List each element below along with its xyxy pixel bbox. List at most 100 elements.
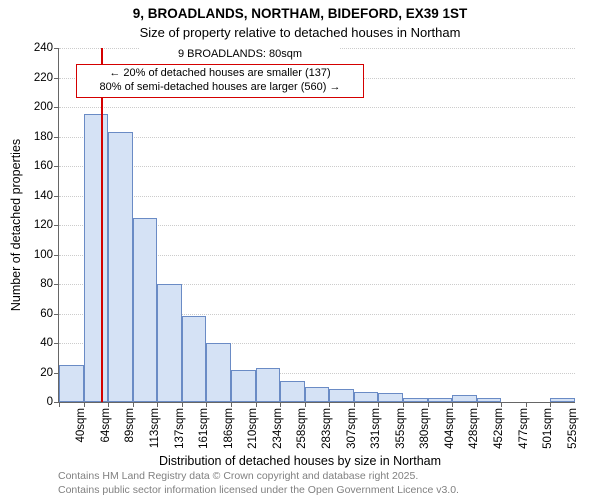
x-tick-label: 137sqm <box>174 408 186 449</box>
x-tick-label: 64sqm <box>100 408 112 443</box>
x-tick <box>354 402 355 407</box>
histogram-bar <box>477 398 502 402</box>
x-tick <box>329 402 330 407</box>
annotation-line-1: ← 20% of detached houses are smaller (13… <box>83 67 357 81</box>
x-tick <box>84 402 85 407</box>
gridline <box>59 107 575 108</box>
y-tick-label: 120 <box>34 219 53 231</box>
x-tick-label: 113sqm <box>149 408 161 448</box>
y-tick <box>54 225 59 226</box>
x-tick-label: 40sqm <box>75 408 87 443</box>
y-tick-label: 100 <box>34 249 53 261</box>
x-tick-label: 234sqm <box>272 408 284 449</box>
x-tick <box>182 402 183 407</box>
y-tick-label: 180 <box>34 131 53 143</box>
y-tick <box>54 196 59 197</box>
annotation-marker-text: 9 BROADLANDS: 80sqm <box>178 48 302 60</box>
gridline <box>59 166 575 167</box>
y-tick <box>54 48 59 49</box>
y-tick-label: 220 <box>34 72 53 84</box>
x-tick-label: 355sqm <box>395 408 407 449</box>
x-tick-label: 89sqm <box>124 408 136 443</box>
x-tick <box>403 402 404 407</box>
histogram-bar <box>133 218 158 402</box>
histogram-bar <box>305 387 330 402</box>
y-tick-label: 60 <box>40 308 53 320</box>
y-tick <box>54 166 59 167</box>
annotation-box: ← 20% of detached houses are smaller (13… <box>76 64 364 98</box>
x-tick <box>206 402 207 407</box>
x-tick <box>108 402 109 407</box>
x-tick-label: 258sqm <box>296 408 308 449</box>
x-tick <box>157 402 158 407</box>
y-tick <box>54 343 59 344</box>
x-tick <box>378 402 379 407</box>
x-tick-label: 331sqm <box>370 408 382 449</box>
annotation-marker-label: 9 BROADLANDS: 80sqm <box>140 48 340 62</box>
footer-line-1: Contains HM Land Registry data © Crown c… <box>58 470 418 482</box>
histogram-bar <box>231 370 256 402</box>
y-axis-label: Number of detached properties <box>9 139 23 311</box>
x-tick-label: 380sqm <box>419 408 431 449</box>
gridline <box>59 196 575 197</box>
histogram-bar <box>182 316 207 402</box>
x-tick <box>256 402 257 407</box>
histogram-bar <box>280 381 305 402</box>
chart-title: 9, BROADLANDS, NORTHAM, BIDEFORD, EX39 1… <box>0 6 600 21</box>
x-axis-label: Distribution of detached houses by size … <box>0 454 600 468</box>
x-tick <box>280 402 281 407</box>
y-tick-label: 0 <box>47 396 53 408</box>
footer-line-2: Contains public sector information licen… <box>58 484 459 496</box>
histogram-bar <box>354 392 379 402</box>
x-tick-label: 477sqm <box>518 408 530 449</box>
x-tick-label: 452sqm <box>493 408 505 449</box>
y-tick <box>54 284 59 285</box>
y-tick <box>54 78 59 79</box>
y-tick-label: 240 <box>34 42 53 54</box>
histogram-bar <box>84 114 109 402</box>
y-tick-label: 80 <box>40 278 53 290</box>
histogram-bar <box>206 343 231 402</box>
annotation-line-2: 80% of semi-detached houses are larger (… <box>83 81 357 95</box>
x-tick-label: 501sqm <box>542 408 554 449</box>
x-tick <box>550 402 551 407</box>
chart-subtitle: Size of property relative to detached ho… <box>0 25 600 40</box>
y-tick <box>54 255 59 256</box>
x-tick-label: 525sqm <box>567 408 579 449</box>
x-tick-label: 161sqm <box>198 408 210 449</box>
y-tick <box>54 107 59 108</box>
y-tick-label: 140 <box>34 190 53 202</box>
marker-line <box>101 48 103 402</box>
x-tick <box>133 402 134 407</box>
x-tick-label: 428sqm <box>468 408 480 449</box>
histogram-bar <box>428 398 453 402</box>
x-tick <box>59 402 60 407</box>
y-tick <box>54 137 59 138</box>
x-tick <box>501 402 502 407</box>
y-tick-label: 20 <box>40 367 53 379</box>
x-tick <box>526 402 527 407</box>
histogram-bar <box>157 284 182 402</box>
y-tick-label: 160 <box>34 160 53 172</box>
histogram-bar <box>550 398 575 402</box>
histogram-bar <box>378 393 403 402</box>
histogram-bar <box>256 368 281 402</box>
x-tick <box>305 402 306 407</box>
x-tick-label: 404sqm <box>444 408 456 449</box>
plot-area: 02040608010012014016018020022024040sqm64… <box>58 48 575 403</box>
x-tick-label: 186sqm <box>223 408 235 449</box>
gridline <box>59 137 575 138</box>
histogram-bar <box>329 389 354 402</box>
histogram-bar <box>108 132 133 402</box>
x-tick <box>231 402 232 407</box>
x-tick-label: 283sqm <box>321 408 333 449</box>
x-tick <box>452 402 453 407</box>
histogram-bar <box>452 395 477 402</box>
x-tick-label: 307sqm <box>346 408 358 449</box>
x-tick <box>477 402 478 407</box>
y-tick-label: 200 <box>34 101 53 113</box>
x-tick <box>428 402 429 407</box>
chart-container: 9, BROADLANDS, NORTHAM, BIDEFORD, EX39 1… <box>0 0 600 500</box>
x-tick-label: 210sqm <box>247 408 259 449</box>
y-tick <box>54 314 59 315</box>
